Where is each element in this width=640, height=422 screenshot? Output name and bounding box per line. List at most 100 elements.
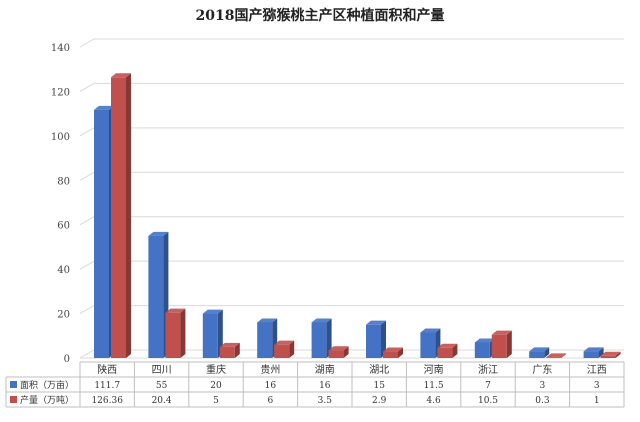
bar-output-4 [274, 340, 295, 358]
bar-output-6 [383, 347, 403, 358]
bar-front [366, 324, 381, 358]
legend-swatch [10, 396, 17, 403]
bar-front [311, 322, 327, 358]
bar-side [506, 330, 512, 358]
bar-side [561, 353, 567, 358]
bar-top [257, 318, 278, 323]
gridline-depth [79, 38, 95, 48]
y-tick-label: 120 [51, 87, 70, 98]
bar-top [202, 309, 223, 314]
bar-output-10 [600, 351, 621, 358]
bar-top [274, 340, 295, 345]
bar-front [437, 347, 453, 358]
bar-front [474, 342, 490, 358]
bar-front [111, 77, 126, 358]
y-tick-label: 100 [51, 132, 70, 143]
y-tick-label: 0 [64, 354, 70, 365]
bar-area-3 [202, 309, 223, 358]
bar-output-9 [546, 353, 567, 358]
data-label: 126.36 [91, 396, 123, 406]
y-tick-label: 40 [57, 265, 70, 276]
bar-output-2 [165, 308, 186, 358]
gridline-depth [79, 305, 95, 315]
bar-front [219, 346, 235, 358]
y-tick-label: 20 [57, 310, 70, 321]
gridlines [79, 38, 624, 359]
bar-top [474, 338, 495, 343]
bar-area-6 [366, 320, 386, 358]
bar-front [165, 312, 181, 358]
bar-side [544, 347, 550, 358]
bar-front [257, 322, 273, 358]
bar-top [328, 346, 349, 351]
data-label: 111.7 [94, 381, 120, 391]
bar-front [491, 334, 507, 358]
data-label: 20 [210, 381, 222, 391]
bar-side [126, 73, 131, 358]
bar-front [328, 350, 344, 358]
data-label: 16 [319, 381, 331, 391]
bar-top [600, 351, 621, 356]
bar-output-3 [219, 342, 240, 358]
bar-side [398, 347, 403, 358]
bar-front [600, 355, 616, 358]
bar-side [381, 320, 386, 358]
legend-label: 面积（万亩） [20, 379, 74, 391]
category-label: 广东 [532, 363, 552, 376]
bar-output-1 [111, 73, 131, 358]
bar-side [598, 347, 604, 358]
bars [94, 73, 621, 359]
category-label: 贵州 [260, 363, 280, 376]
data-label: 3 [594, 381, 600, 391]
data-label: 16 [265, 381, 277, 391]
data-label: 2.9 [372, 396, 387, 406]
bar-top [383, 347, 403, 352]
bar-front [546, 357, 562, 358]
bar-front [94, 109, 109, 359]
bar-top [366, 320, 386, 325]
bar-side [180, 308, 186, 358]
data-label: 7 [485, 381, 491, 391]
bar-front [529, 351, 545, 358]
gridline-depth [79, 82, 95, 92]
category-label: 四川 [152, 365, 172, 376]
category-label: 重庆 [206, 363, 226, 376]
bar-front [148, 235, 164, 358]
category-label: 陕西 [97, 363, 117, 376]
data-label: 0.3 [535, 396, 550, 406]
data-label: 1 [594, 396, 600, 406]
data-label: 11.5 [424, 381, 444, 391]
bar-side [326, 318, 332, 358]
bar-side [289, 340, 295, 358]
bar-top [491, 330, 512, 335]
y-tick-label: 140 [51, 43, 70, 54]
bar-side [234, 342, 240, 358]
bar-top [529, 347, 550, 352]
y-axis-ticks: 0 20 40 60 80 100 120 140 [51, 43, 70, 365]
data-label: 10.5 [478, 396, 498, 406]
gridline-depth [79, 349, 95, 359]
category-label: 河南 [424, 363, 444, 376]
bar-side [343, 346, 349, 358]
data-label: 20.4 [152, 396, 172, 406]
bar-area-9 [529, 347, 550, 358]
data-label: 3 [540, 381, 546, 391]
data-label: 55 [156, 381, 168, 391]
bar-top [420, 328, 441, 333]
bar-front [383, 351, 398, 358]
category-label: 江西 [587, 364, 607, 376]
category-label: 湖北 [369, 364, 389, 376]
bar-top [111, 73, 131, 78]
bar-top [94, 105, 114, 110]
y-tick-label: 80 [57, 176, 70, 187]
y-tick-label: 60 [57, 221, 70, 232]
category-label: 湖南 [315, 363, 335, 376]
bar-top [148, 231, 169, 236]
bar-top [165, 308, 186, 313]
bar-area-10 [583, 347, 604, 358]
bar-output-5 [328, 346, 349, 358]
bar-front [583, 351, 599, 358]
bar-front [420, 332, 436, 358]
bar-top [546, 353, 567, 358]
